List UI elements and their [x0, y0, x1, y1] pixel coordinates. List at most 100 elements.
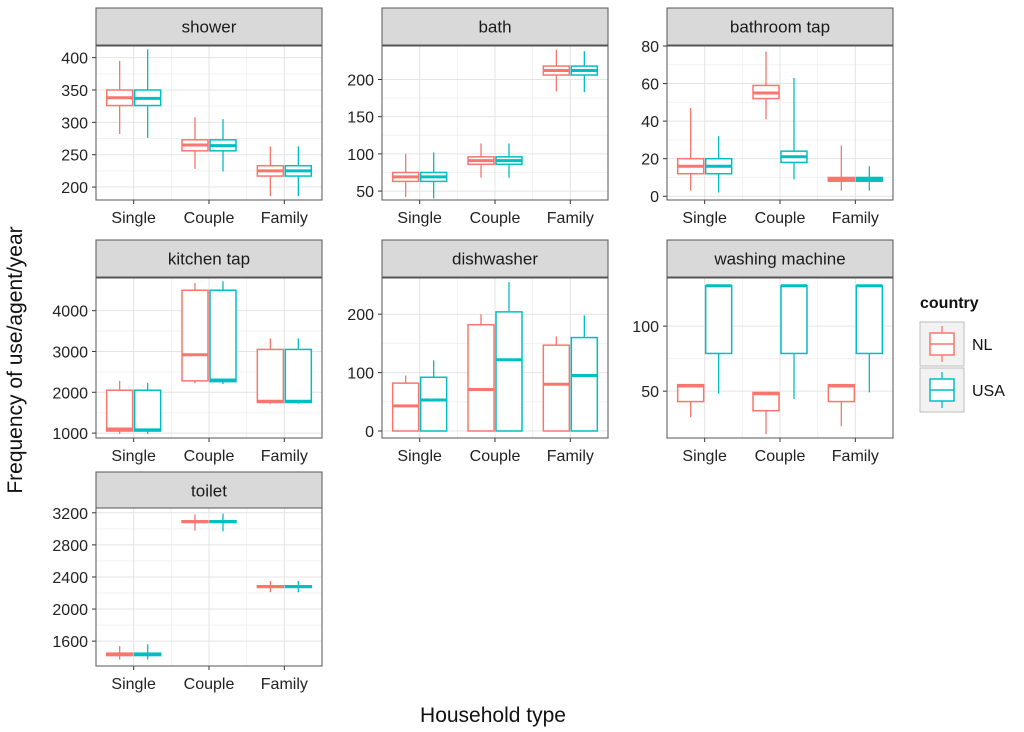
box-NL-Family — [256, 146, 285, 197]
box-rect — [780, 285, 808, 355]
y-tick-label: 200 — [347, 72, 374, 89]
y-tick-label: 150 — [347, 110, 374, 127]
strip-title-bath: bath — [478, 18, 511, 37]
panel-washing-machine: washing machine 50 100 Single Couple Family — [632, 239, 894, 465]
y-tick-label: 80 — [641, 39, 659, 56]
panel-border — [381, 277, 609, 439]
legend: country NL USA — [919, 295, 1005, 413]
box-rect — [855, 285, 884, 355]
y-tick-label: 300 — [61, 115, 88, 132]
x-tick-label: Single — [397, 210, 442, 227]
box-rect — [181, 289, 209, 382]
panel-border — [95, 507, 323, 667]
legend-entry-USA: USA — [919, 367, 1005, 413]
box-NL-Couple — [181, 514, 209, 531]
box-rect — [419, 376, 448, 432]
box-NL-Couple — [467, 143, 495, 178]
y-tick-label: 1600 — [52, 634, 88, 651]
x-tick-label: Single — [682, 448, 727, 465]
box-USA-Family — [855, 166, 884, 191]
strip-shower — [95, 7, 323, 46]
legend-entry-NL: NL — [919, 321, 993, 367]
y-tick-label: 200 — [61, 180, 88, 197]
x-tick-label: Couple — [470, 448, 521, 465]
box-rect — [570, 336, 599, 432]
box-USA-Couple — [495, 282, 523, 432]
y-tick-label: 200 — [347, 307, 374, 324]
y-tick-label: 0 — [365, 424, 374, 441]
strip-title-washing-machine: washing machine — [713, 250, 845, 269]
legend-title: country — [920, 295, 979, 312]
strip-kitchen-tap — [95, 239, 323, 278]
box-USA-Single — [133, 382, 162, 434]
x-tick-label: Family — [832, 448, 879, 465]
box-USA-Single — [133, 49, 162, 138]
strip-bathroom-tap — [666, 7, 894, 46]
box-NL-Single — [105, 380, 134, 434]
box-NL-Single — [676, 107, 705, 191]
y-tick-label: 100 — [347, 366, 374, 383]
x-tick-label: Family — [832, 210, 879, 227]
box-NL-Single — [105, 645, 134, 660]
box-USA-Single — [704, 136, 733, 193]
strip-title-dishwasher: dishwasher — [452, 250, 538, 269]
panel-border — [666, 277, 894, 439]
strip-title-shower: shower — [182, 18, 237, 37]
box-USA-Family — [855, 284, 884, 393]
panel-border — [666, 45, 894, 201]
box-rect — [467, 323, 495, 432]
y-tick-label: 2000 — [52, 602, 88, 619]
x-tick-label: Family — [261, 448, 308, 465]
x-tick-label: Couple — [184, 210, 235, 227]
panel-toilet: toilet 1600 2000 2400 2800 3200 Single Couple Fa… — [52, 471, 323, 693]
box-USA-Couple — [209, 281, 237, 385]
box-NL-Single — [391, 375, 420, 432]
box-USA-Single — [133, 644, 162, 660]
x-tick-label: Couple — [470, 210, 521, 227]
box-USA-Family — [284, 146, 313, 197]
box-rect — [704, 285, 733, 355]
box-USA-Single — [419, 152, 448, 199]
box-rect — [284, 348, 313, 404]
y-axis-title: Frequency of use/agent/year — [4, 226, 27, 493]
x-tick-label: Single — [111, 448, 156, 465]
y-tick-label: 20 — [641, 152, 659, 169]
strip-dishwasher — [381, 239, 609, 278]
box-USA-Couple — [495, 143, 523, 178]
y-tick-label: 2800 — [52, 538, 88, 555]
x-tick-label: Family — [547, 210, 594, 227]
box-NL-Single — [676, 383, 705, 418]
x-axis-title: Household type — [420, 704, 566, 727]
y-tick-label: 3000 — [52, 344, 88, 361]
panel-shower: shower 200 250 300 350 400 Single Couple Family — [61, 7, 323, 227]
panel-bathroom-tap: bathroom tap 0 20 40 60 80 Single Couple Family — [641, 7, 894, 227]
box-NL-Family — [256, 338, 285, 404]
x-tick-label: Family — [547, 448, 594, 465]
y-tick-label: 60 — [641, 77, 659, 94]
y-tick-label: 0 — [650, 189, 659, 206]
legend-label-USA: USA — [972, 383, 1005, 400]
box-NL-Family — [256, 580, 285, 593]
panel-border — [381, 45, 609, 201]
box-USA-Couple — [780, 284, 808, 399]
strip-washing-machine — [666, 239, 894, 278]
box-NL-Single — [391, 153, 420, 198]
y-tick-label: 2000 — [52, 385, 88, 402]
box-rect — [209, 289, 237, 383]
x-tick-label: Family — [261, 210, 308, 227]
x-tick-label: Couple — [184, 676, 235, 693]
box-USA-Family — [284, 338, 313, 404]
y-tick-label: 40 — [641, 114, 659, 131]
box-NL-Couple — [181, 282, 209, 384]
box-NL-Couple — [752, 51, 780, 120]
box-NL-Couple — [181, 117, 209, 169]
strip-title-bathroom-tap: bathroom tap — [730, 18, 830, 37]
box-rect — [256, 348, 285, 404]
box-USA-Couple — [780, 77, 808, 180]
strip-toilet — [95, 471, 323, 510]
x-tick-label: Single — [682, 210, 727, 227]
x-tick-label: Couple — [755, 448, 806, 465]
box-NL-Family — [827, 383, 856, 427]
box-NL-Family — [542, 336, 571, 432]
